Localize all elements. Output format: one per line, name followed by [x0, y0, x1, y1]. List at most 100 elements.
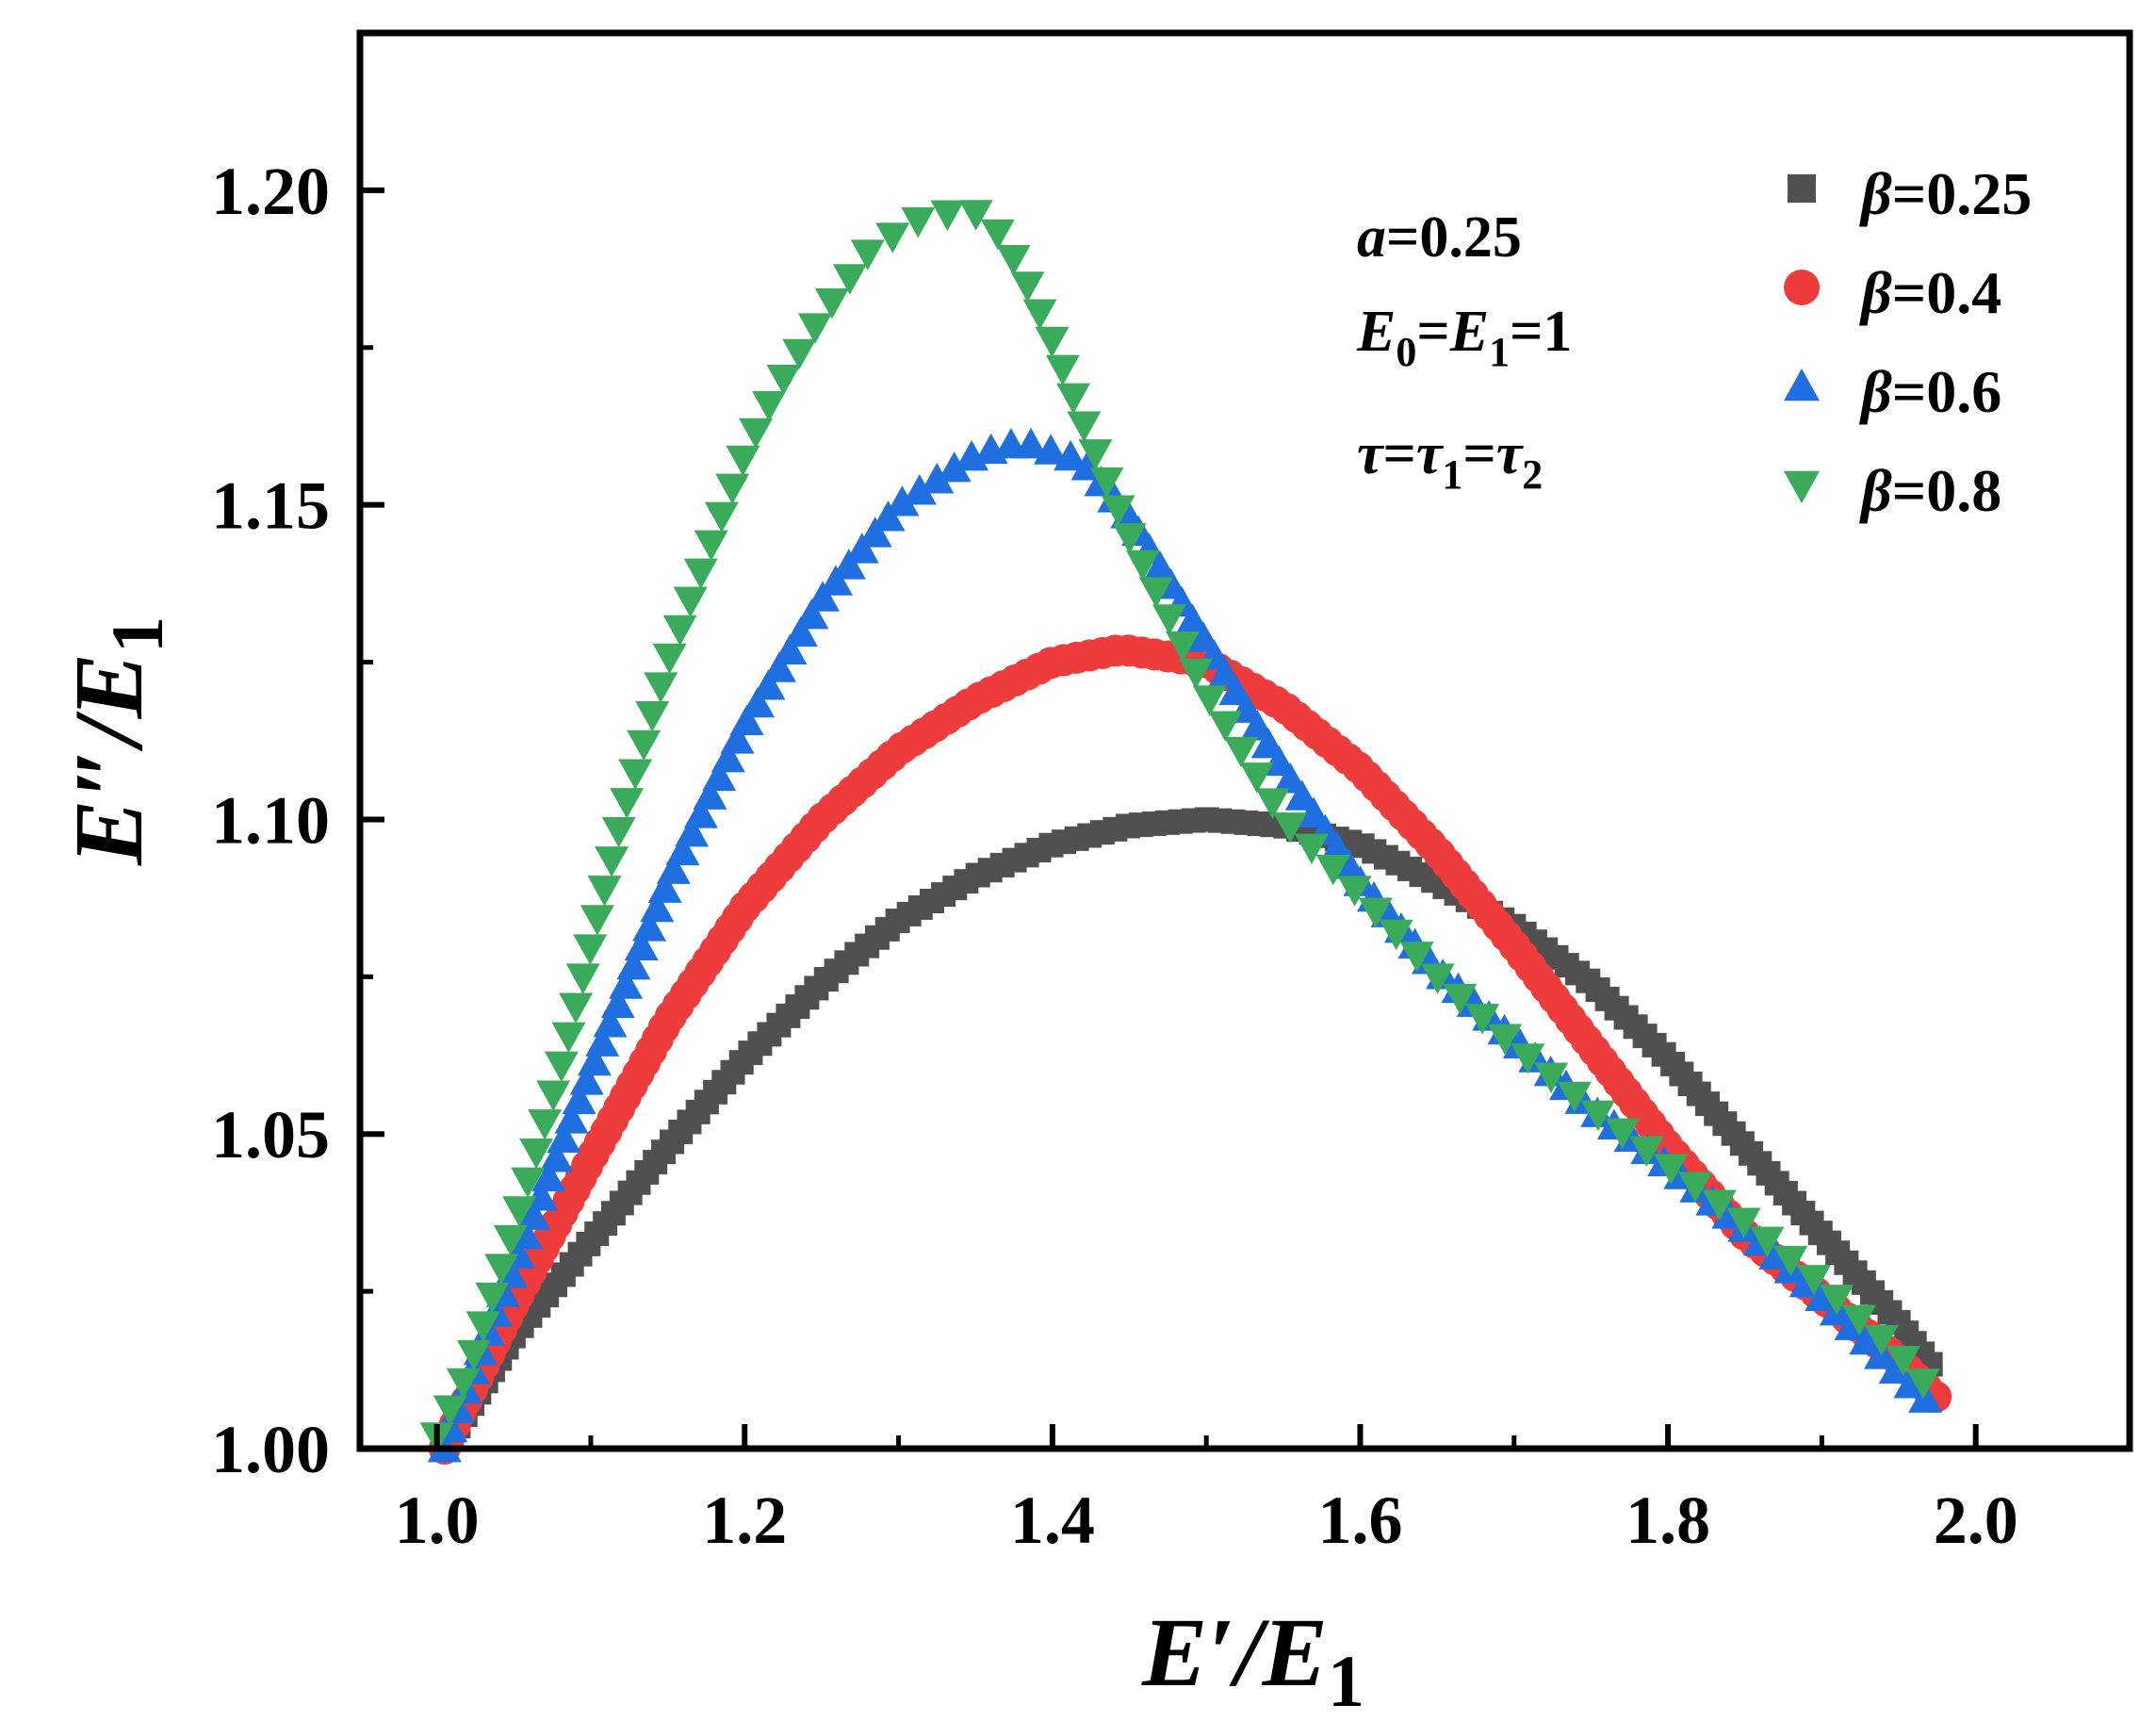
data-point [1152, 604, 1186, 635]
x-tick-label: 1.4 [1010, 1483, 1095, 1558]
data-point [610, 788, 645, 819]
data-point [565, 963, 600, 994]
data-point [752, 391, 787, 422]
data-point [740, 686, 775, 718]
data-point [547, 1122, 581, 1154]
data-point [536, 1080, 571, 1111]
data-point [844, 533, 879, 564]
data-point [1399, 942, 1434, 973]
data-point [587, 876, 622, 907]
y-tick-label: 1.00 [211, 1412, 330, 1487]
data-point [702, 760, 737, 792]
data-point [1654, 1154, 1689, 1185]
data-point [609, 968, 644, 999]
data-point [1886, 1345, 1920, 1377]
data-point [1089, 467, 1124, 499]
data-point [794, 598, 829, 630]
x-tick-label: 1.8 [1625, 1483, 1710, 1558]
data-point [1224, 736, 1259, 768]
data-point [1138, 577, 1173, 608]
series-triangle-down [419, 200, 1940, 1453]
data-point [1315, 854, 1350, 886]
legend-label: β=0.4 [1859, 259, 2001, 326]
y-tick-label: 1.10 [211, 782, 330, 858]
data-point [1056, 383, 1091, 415]
y-tick-label: 1.05 [211, 1097, 330, 1172]
data-point [1054, 439, 1088, 471]
data-point [875, 222, 910, 254]
data-point [466, 1311, 500, 1342]
data-point [1022, 299, 1057, 330]
data-point [806, 581, 841, 612]
data-point [1101, 495, 1135, 526]
data-point [484, 1254, 519, 1285]
data-point [1487, 1024, 1522, 1055]
data-point [551, 1022, 586, 1053]
data-point [601, 817, 636, 848]
data-point [1841, 1304, 1876, 1336]
data-point [1192, 685, 1227, 716]
x-tick-label: 2.0 [1934, 1483, 2018, 1558]
y-axis-title: E″/E1 [55, 616, 178, 866]
data-point [782, 338, 817, 370]
data-point [1908, 1382, 1943, 1413]
y-tick-label: 1.20 [211, 154, 330, 229]
data-point [1045, 354, 1080, 386]
data-point [665, 834, 700, 866]
data-point [528, 1109, 563, 1140]
data-point [937, 451, 972, 483]
data-point [1849, 1323, 1884, 1355]
data-point [751, 669, 786, 700]
data-point [511, 1167, 546, 1198]
data-point [1465, 1004, 1500, 1035]
data-point [632, 910, 667, 942]
data-point [577, 1044, 612, 1076]
data-point [595, 846, 629, 877]
series-circle [428, 634, 1952, 1465]
data-point [850, 239, 885, 270]
data-point [1443, 983, 1478, 1015]
data-point [1678, 1172, 1713, 1203]
x-tick-label: 1.2 [702, 1483, 787, 1558]
data-point [901, 206, 936, 238]
data-point [920, 463, 955, 494]
data-point [1294, 833, 1329, 864]
data-point [715, 473, 750, 505]
data-point [980, 219, 1015, 251]
data-point [554, 1103, 589, 1134]
data-point [519, 1138, 554, 1170]
data-point [673, 586, 708, 618]
data-point [539, 1141, 574, 1172]
data-point [456, 1339, 491, 1371]
data-point [675, 815, 710, 847]
data-point [573, 934, 608, 965]
data-point [1702, 1189, 1737, 1221]
data-point [1796, 1265, 1831, 1296]
data-point [1035, 326, 1070, 358]
data-point [814, 288, 849, 320]
x-axis-title: E′/E1 [1141, 1598, 1364, 1721]
data-point [446, 1368, 481, 1400]
legend-marker [1784, 470, 1820, 503]
data-point [1580, 1100, 1615, 1132]
y-tick-label: 1.15 [211, 468, 330, 544]
data-point [1358, 897, 1393, 928]
data-point [739, 418, 774, 450]
data-point [858, 516, 892, 548]
data-point [559, 992, 594, 1024]
data-point [652, 643, 687, 675]
data-point [656, 853, 691, 884]
data-point [683, 797, 718, 828]
data-point [694, 530, 728, 561]
data-point [640, 891, 675, 923]
data-point [1379, 919, 1413, 951]
data-point [1534, 1062, 1569, 1093]
legend-label: β=0.25 [1859, 160, 2032, 227]
data-point [627, 729, 662, 762]
data-point [1112, 523, 1147, 554]
legend-marker [1788, 174, 1816, 203]
data-point [1078, 439, 1113, 470]
data-point [766, 365, 801, 396]
data-point [831, 549, 866, 580]
data-point [1034, 434, 1069, 465]
